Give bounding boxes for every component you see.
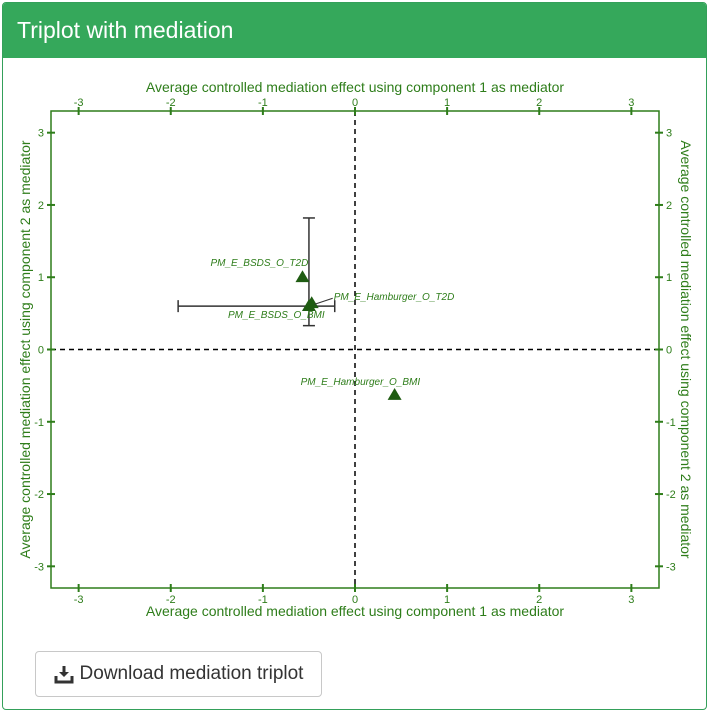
y-tick-label-right: 3 (666, 128, 672, 140)
y-tick-label-right: -1 (666, 417, 676, 429)
x-axis-label-top: Average controlled mediation effect usin… (146, 79, 565, 95)
y-tick-label-right: -2 (666, 489, 676, 501)
data-point (387, 388, 402, 400)
x-axis-label-bottom: Average controlled mediation effect usin… (146, 603, 565, 619)
y-tick-label-right: 2 (666, 200, 672, 212)
x-tick-label-top: 1 (444, 97, 450, 109)
y-tick-label-right: -3 (666, 561, 676, 573)
download-button-label: Download mediation triplot (79, 663, 304, 684)
y-tick-label-left: 0 (38, 345, 44, 357)
download-icon (54, 666, 74, 684)
point-label: PM_E_Hamburger_O_T2D (334, 292, 455, 303)
y-tick-label-right: 1 (666, 272, 672, 284)
x-tick-label-top: -3 (74, 97, 84, 109)
x-tick-label-top: -1 (258, 97, 268, 109)
label-leader-line (314, 297, 333, 305)
y-tick-label-left: 3 (38, 128, 44, 140)
y-axis-label-left: Average controlled mediation effect usin… (17, 140, 33, 559)
download-mediation-triplot-button[interactable]: Download mediation triplot (35, 651, 322, 697)
point-label: PM_E_BSDS_O_BMI (228, 310, 325, 321)
x-tick-label-top: 0 (352, 97, 358, 109)
x-tick-label-top: -2 (166, 97, 176, 109)
y-tick-label-left: -2 (34, 489, 44, 501)
x-tick-label-bottom: 2 (536, 594, 542, 606)
y-tick-label-left: 1 (38, 272, 44, 284)
data-point (301, 299, 316, 312)
y-tick-label-left: 2 (38, 200, 44, 212)
x-tick-label-bottom: -1 (258, 594, 268, 606)
x-tick-label-top: 3 (628, 97, 634, 109)
point-label: PM_E_Hamburger_O_BMI (301, 377, 421, 388)
x-tick-label-bottom: -2 (166, 594, 176, 606)
y-tick-label-right: 0 (666, 345, 672, 357)
y-tick-label-left: -3 (34, 561, 44, 573)
x-tick-label-bottom: 0 (352, 594, 358, 606)
x-tick-label-top: 2 (536, 97, 542, 109)
data-point (295, 270, 310, 283)
x-tick-label-bottom: -3 (74, 594, 84, 606)
point-label: PM_E_BSDS_O_T2D (210, 258, 308, 269)
y-axis-label-right: Average controlled mediation effect usin… (678, 140, 694, 559)
panel-title: Triplot with mediation (3, 3, 706, 58)
y-tick-label-left: -1 (34, 417, 44, 429)
x-tick-label-bottom: 3 (628, 594, 634, 606)
x-tick-label-bottom: 1 (444, 594, 450, 606)
